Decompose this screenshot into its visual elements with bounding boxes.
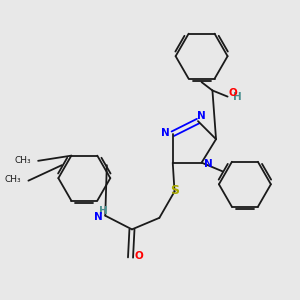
Text: O: O	[228, 88, 237, 98]
Text: N: N	[196, 111, 205, 122]
Text: H: H	[99, 206, 108, 216]
Text: CH₃: CH₃	[14, 156, 31, 165]
Text: S: S	[170, 184, 179, 197]
Text: O: O	[134, 251, 143, 261]
Text: N: N	[94, 212, 102, 223]
Text: CH₃: CH₃	[4, 176, 21, 184]
Text: H: H	[233, 92, 242, 102]
Text: N: N	[161, 128, 170, 138]
Text: N: N	[204, 159, 213, 169]
